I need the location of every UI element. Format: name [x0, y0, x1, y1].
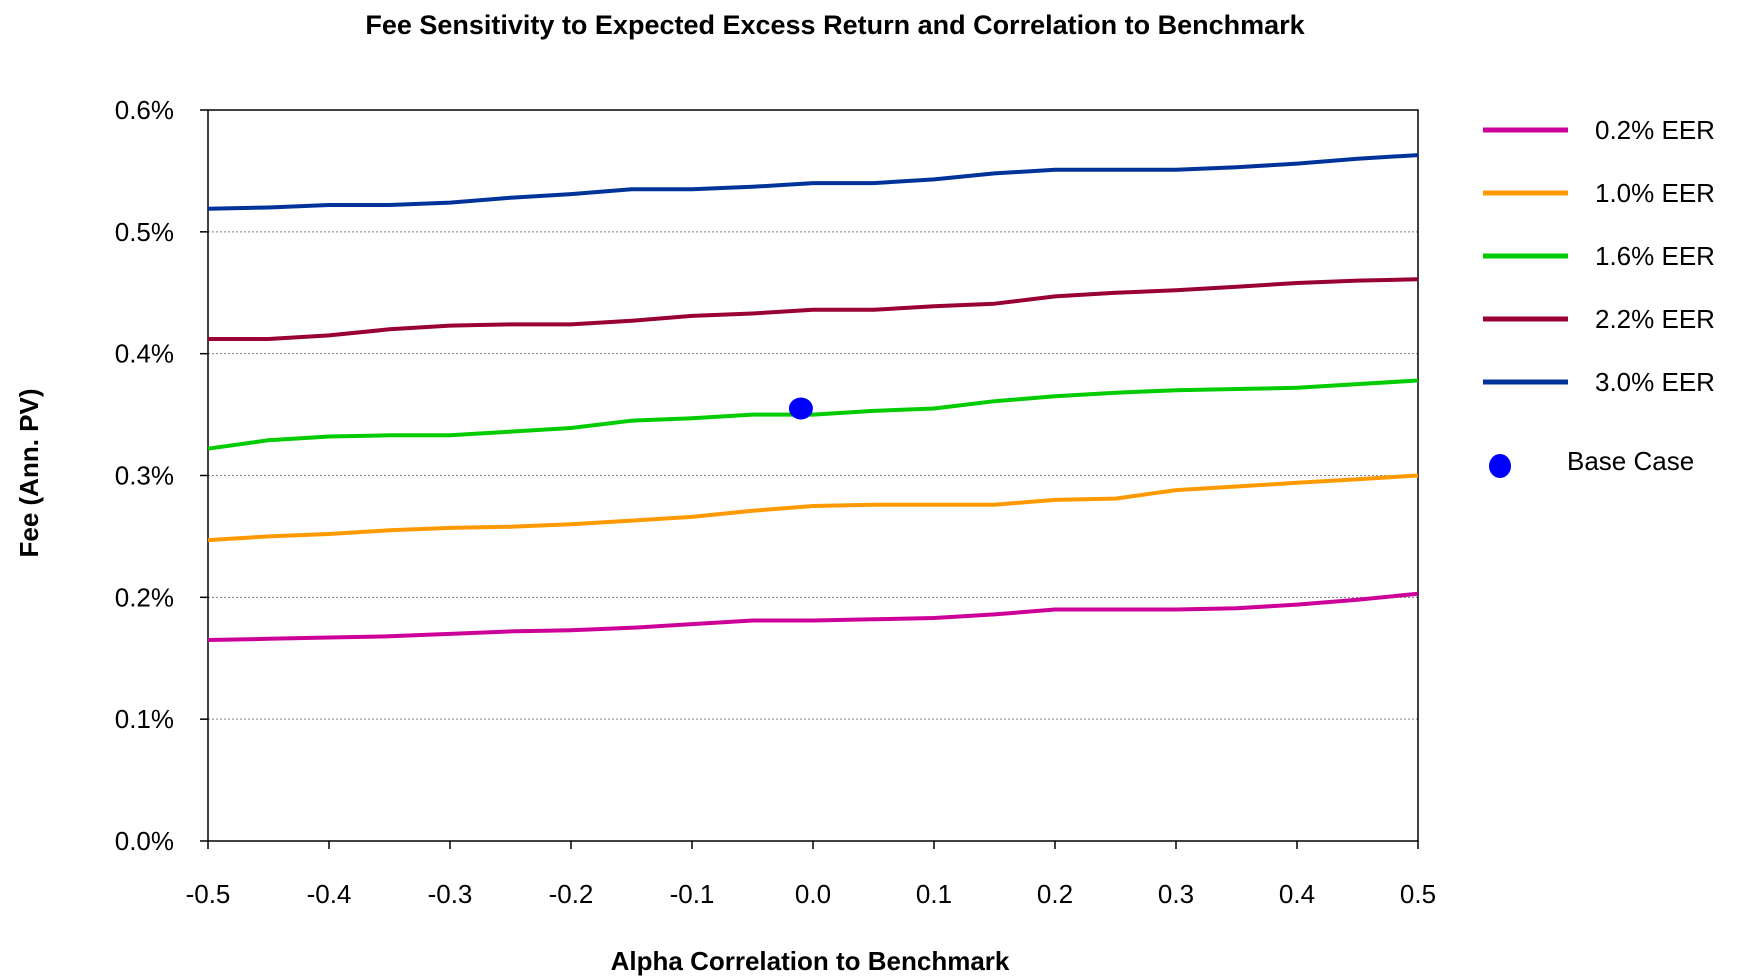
- legend-marker: [1489, 454, 1511, 478]
- base-case-marker: [788, 397, 813, 420]
- x-tick-label: -0.5: [186, 879, 231, 909]
- x-tick-label: 0.4: [1279, 879, 1315, 909]
- y-tick-label: 0.5%: [115, 217, 174, 247]
- y-tick-label: 0.6%: [115, 95, 174, 125]
- legend-label: Base Case: [1567, 446, 1694, 476]
- series-line-2-2-eer: [208, 277, 1419, 341]
- x-tick-label: -0.4: [307, 879, 352, 909]
- series-line-1-0-eer: [207, 473, 1419, 543]
- legend-label: 2.2% EER: [1595, 304, 1715, 334]
- y-tick-label: 0.3%: [115, 461, 174, 491]
- y-axis-title: Fee (Ann. PV): [14, 388, 44, 557]
- x-tick-label: 0.5: [1400, 879, 1436, 909]
- series-line-0-2-eer: [207, 591, 1419, 642]
- series-line-1-6-eer: [207, 378, 1419, 451]
- series-lines: [207, 153, 1419, 642]
- x-tick-label: 0.0: [795, 879, 831, 909]
- x-tick-label: 0.2: [1037, 879, 1073, 909]
- y-tick-label: 0.4%: [115, 339, 174, 369]
- x-tick-label: 0.1: [916, 879, 952, 909]
- markers: [788, 397, 813, 420]
- x-tick-label: -0.3: [428, 879, 473, 909]
- legend: 0.2% EER 1.0% EER 1.6% EER 2.2% EER 3.0% EER…: [1483, 115, 1715, 478]
- x-tick-label: 0.3: [1158, 879, 1194, 909]
- y-tick-label: 0.2%: [115, 582, 174, 612]
- y-tick-label: 0.0%: [115, 826, 174, 856]
- y-tick-label: 0.1%: [115, 704, 174, 734]
- legend-label: 1.6% EER: [1595, 241, 1715, 271]
- legend-label: 3.0% EER: [1595, 367, 1715, 397]
- x-tick-label: -0.2: [549, 879, 594, 909]
- legend-label: 0.2% EER: [1595, 115, 1715, 145]
- series-line-3-0-eer: [207, 153, 1419, 211]
- axes: [200, 109, 1419, 849]
- x-tick-labels: -0.5 -0.4 -0.3 -0.2 -0.1 0.0 0.1 0.2 0.3 0.4 0.5: [186, 879, 1436, 909]
- legend-label: 1.0% EER: [1595, 178, 1715, 208]
- x-axis-title: Alpha Correlation to Benchmark: [611, 946, 1010, 976]
- chart-title: Fee Sensitivity to Expected Excess Retur…: [365, 10, 1305, 40]
- y-tick-labels: 0.0% 0.1% 0.2% 0.3% 0.4% 0.5% 0.6%: [115, 95, 174, 856]
- x-tick-label: -0.1: [670, 879, 715, 909]
